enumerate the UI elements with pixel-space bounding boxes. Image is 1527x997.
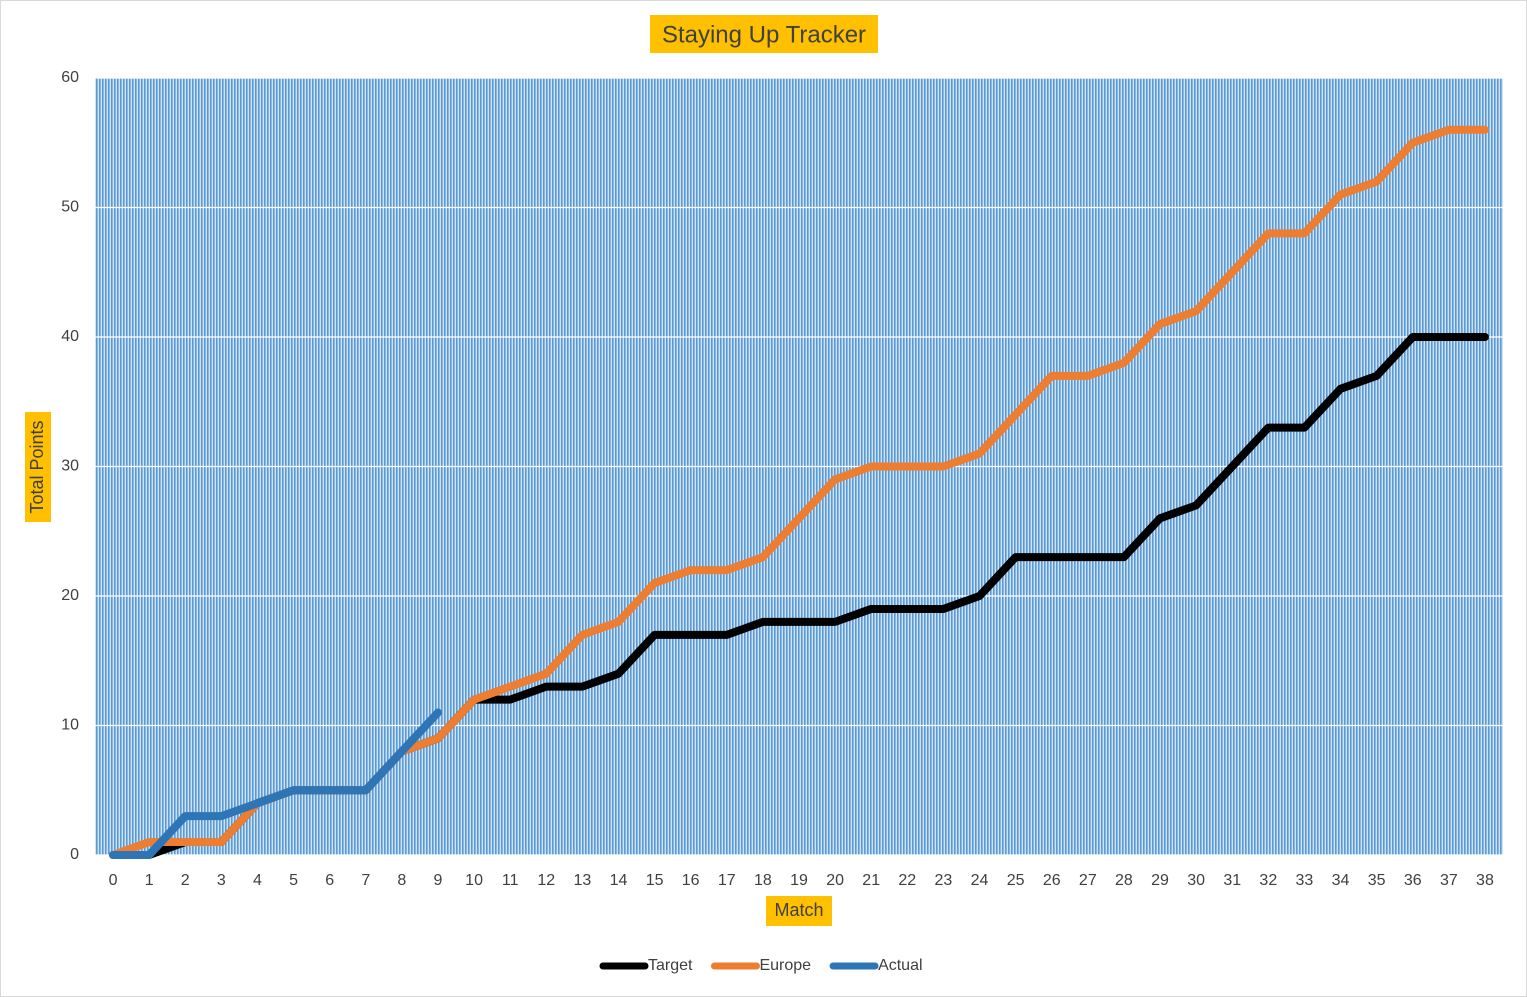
y-tick-label: 30 [61, 458, 79, 475]
x-tick-label: 11 [502, 872, 519, 889]
x-tick-label: 19 [790, 872, 808, 889]
x-axis-label: Match [774, 900, 823, 920]
x-tick-label: 29 [1151, 872, 1169, 889]
x-tick-label: 17 [718, 872, 736, 889]
x-tick-label: 30 [1187, 872, 1205, 889]
x-tick-label: 15 [646, 872, 664, 889]
y-tick-label: 50 [61, 199, 79, 216]
x-label-box [766, 896, 832, 926]
x-tick-label: 26 [1043, 872, 1061, 889]
y-tick-label: 0 [70, 846, 79, 863]
x-tick-label: 3 [217, 872, 226, 889]
x-tick-label: 0 [109, 872, 118, 889]
x-tick-label: 36 [1404, 872, 1422, 889]
x-tick-label: 22 [898, 872, 916, 889]
x-tick-label: 7 [361, 872, 370, 889]
x-tick-label: 6 [325, 872, 334, 889]
x-tick-label: 35 [1368, 872, 1386, 889]
chart-title: Staying Up Tracker [662, 21, 866, 48]
y-tick-label: 20 [61, 587, 79, 604]
x-tick-label: 4 [253, 872, 262, 889]
lines [109, 125, 1489, 859]
x-tick-label: 2 [181, 872, 190, 889]
x-tick-label: 20 [826, 872, 844, 889]
x-tick-label: 32 [1259, 872, 1277, 889]
x-tick-label: 27 [1079, 872, 1097, 889]
y-tick-label: 10 [61, 717, 79, 734]
x-tick-label: 28 [1115, 872, 1133, 889]
x-tick-label: 12 [537, 872, 555, 889]
x-tick-label: 5 [289, 872, 298, 889]
x-tick-label: 1 [145, 872, 154, 889]
grid [95, 77, 1503, 856]
x-tick-label: 38 [1476, 872, 1494, 889]
legend-label: Target [648, 957, 693, 974]
x-tick-label: 8 [397, 872, 406, 889]
x-tick-label: 25 [1007, 872, 1025, 889]
y-tick-label: 40 [61, 328, 79, 345]
x-tick-label: 9 [434, 872, 443, 889]
x-tick-label: 21 [862, 872, 880, 889]
title-box [650, 15, 878, 53]
x-tick-label: 34 [1332, 872, 1350, 889]
x-tick-label: 16 [682, 872, 700, 889]
legend-label: Actual [878, 957, 922, 974]
y-tick-label: 60 [61, 69, 79, 86]
x-tick-label: 13 [573, 872, 591, 889]
x-tick-label: 18 [754, 872, 772, 889]
x-tick-label: 23 [935, 872, 953, 889]
x-tick-label: 10 [465, 872, 483, 889]
legend-label: Europe [759, 957, 811, 974]
y-axis-label: Total Points [27, 420, 47, 513]
x-tick-label: 31 [1223, 872, 1241, 889]
x-tick-label: 24 [971, 872, 989, 889]
series-line [109, 708, 442, 859]
x-tick-label: 33 [1296, 872, 1314, 889]
x-tick-label: 37 [1440, 872, 1458, 889]
y-label-box [25, 412, 51, 522]
x-tick-label: 14 [610, 872, 628, 889]
